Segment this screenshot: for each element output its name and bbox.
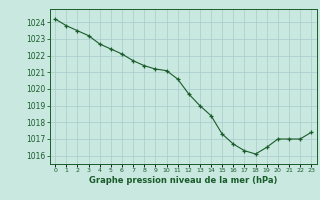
X-axis label: Graphe pression niveau de la mer (hPa): Graphe pression niveau de la mer (hPa): [89, 176, 277, 185]
